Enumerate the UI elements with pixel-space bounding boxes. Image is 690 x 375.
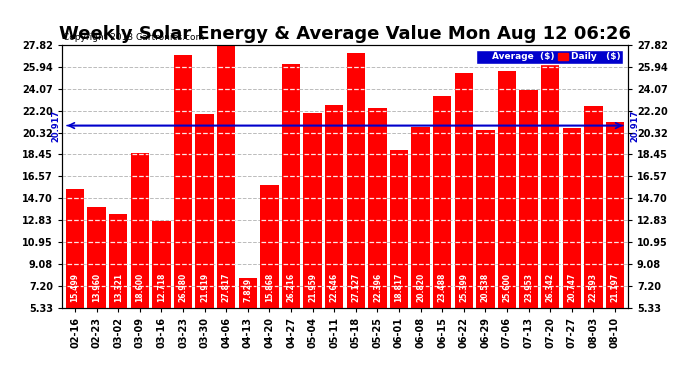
Bar [455,73,473,308]
Bar [606,122,624,308]
Text: 20.917: 20.917 [51,110,60,142]
Bar [411,127,430,308]
Bar [346,53,365,307]
Legend: Average  ($), Daily   ($): Average ($), Daily ($) [476,50,623,64]
Text: 20.747: 20.747 [567,272,576,302]
Text: 20.820: 20.820 [416,272,425,302]
Bar [152,221,170,308]
Text: 20.917: 20.917 [630,110,639,142]
Text: 22.646: 22.646 [330,273,339,302]
Bar [260,184,279,308]
Bar [130,153,149,308]
Text: 26.980: 26.980 [179,272,188,302]
Bar [282,64,300,308]
Text: 21.197: 21.197 [611,272,620,302]
Text: Copyright 2013 Cartronics.com: Copyright 2013 Cartronics.com [63,33,204,42]
Bar [390,150,408,308]
Bar [109,214,128,308]
Bar [476,130,495,308]
Text: 26.216: 26.216 [286,273,295,302]
Bar [562,128,581,308]
Text: 20.538: 20.538 [481,273,490,302]
Text: 15.499: 15.499 [70,273,79,302]
Text: 21.959: 21.959 [308,273,317,302]
Text: 26.342: 26.342 [546,273,555,302]
Text: 21.919: 21.919 [200,273,209,302]
Bar [217,45,235,308]
Text: 7.829: 7.829 [244,278,253,302]
Text: 25.399: 25.399 [460,273,469,302]
Bar [304,113,322,308]
Text: 23.488: 23.488 [437,272,446,302]
Text: 13.321: 13.321 [114,273,123,302]
Text: 25.600: 25.600 [502,273,511,302]
Bar [195,114,214,308]
Bar [174,55,193,308]
Bar [433,96,451,308]
Bar [88,207,106,308]
Text: 18.600: 18.600 [135,272,144,302]
Bar [541,62,560,308]
Text: 13.960: 13.960 [92,273,101,302]
Text: 23.953: 23.953 [524,273,533,302]
Text: 15.868: 15.868 [265,272,274,302]
Bar [239,278,257,308]
Title: Weekly Solar Energy & Average Value Mon Aug 12 06:26: Weekly Solar Energy & Average Value Mon … [59,26,631,44]
Bar [368,108,386,307]
Text: 18.817: 18.817 [395,272,404,302]
Text: 22.593: 22.593 [589,273,598,302]
Bar [325,105,344,308]
Text: 12.718: 12.718 [157,272,166,302]
Bar [497,71,516,308]
Bar [584,106,602,307]
Text: 27.817: 27.817 [221,272,230,302]
Bar [66,189,84,308]
Bar [520,90,538,308]
Text: 22.396: 22.396 [373,273,382,302]
Text: 27.127: 27.127 [351,272,360,302]
